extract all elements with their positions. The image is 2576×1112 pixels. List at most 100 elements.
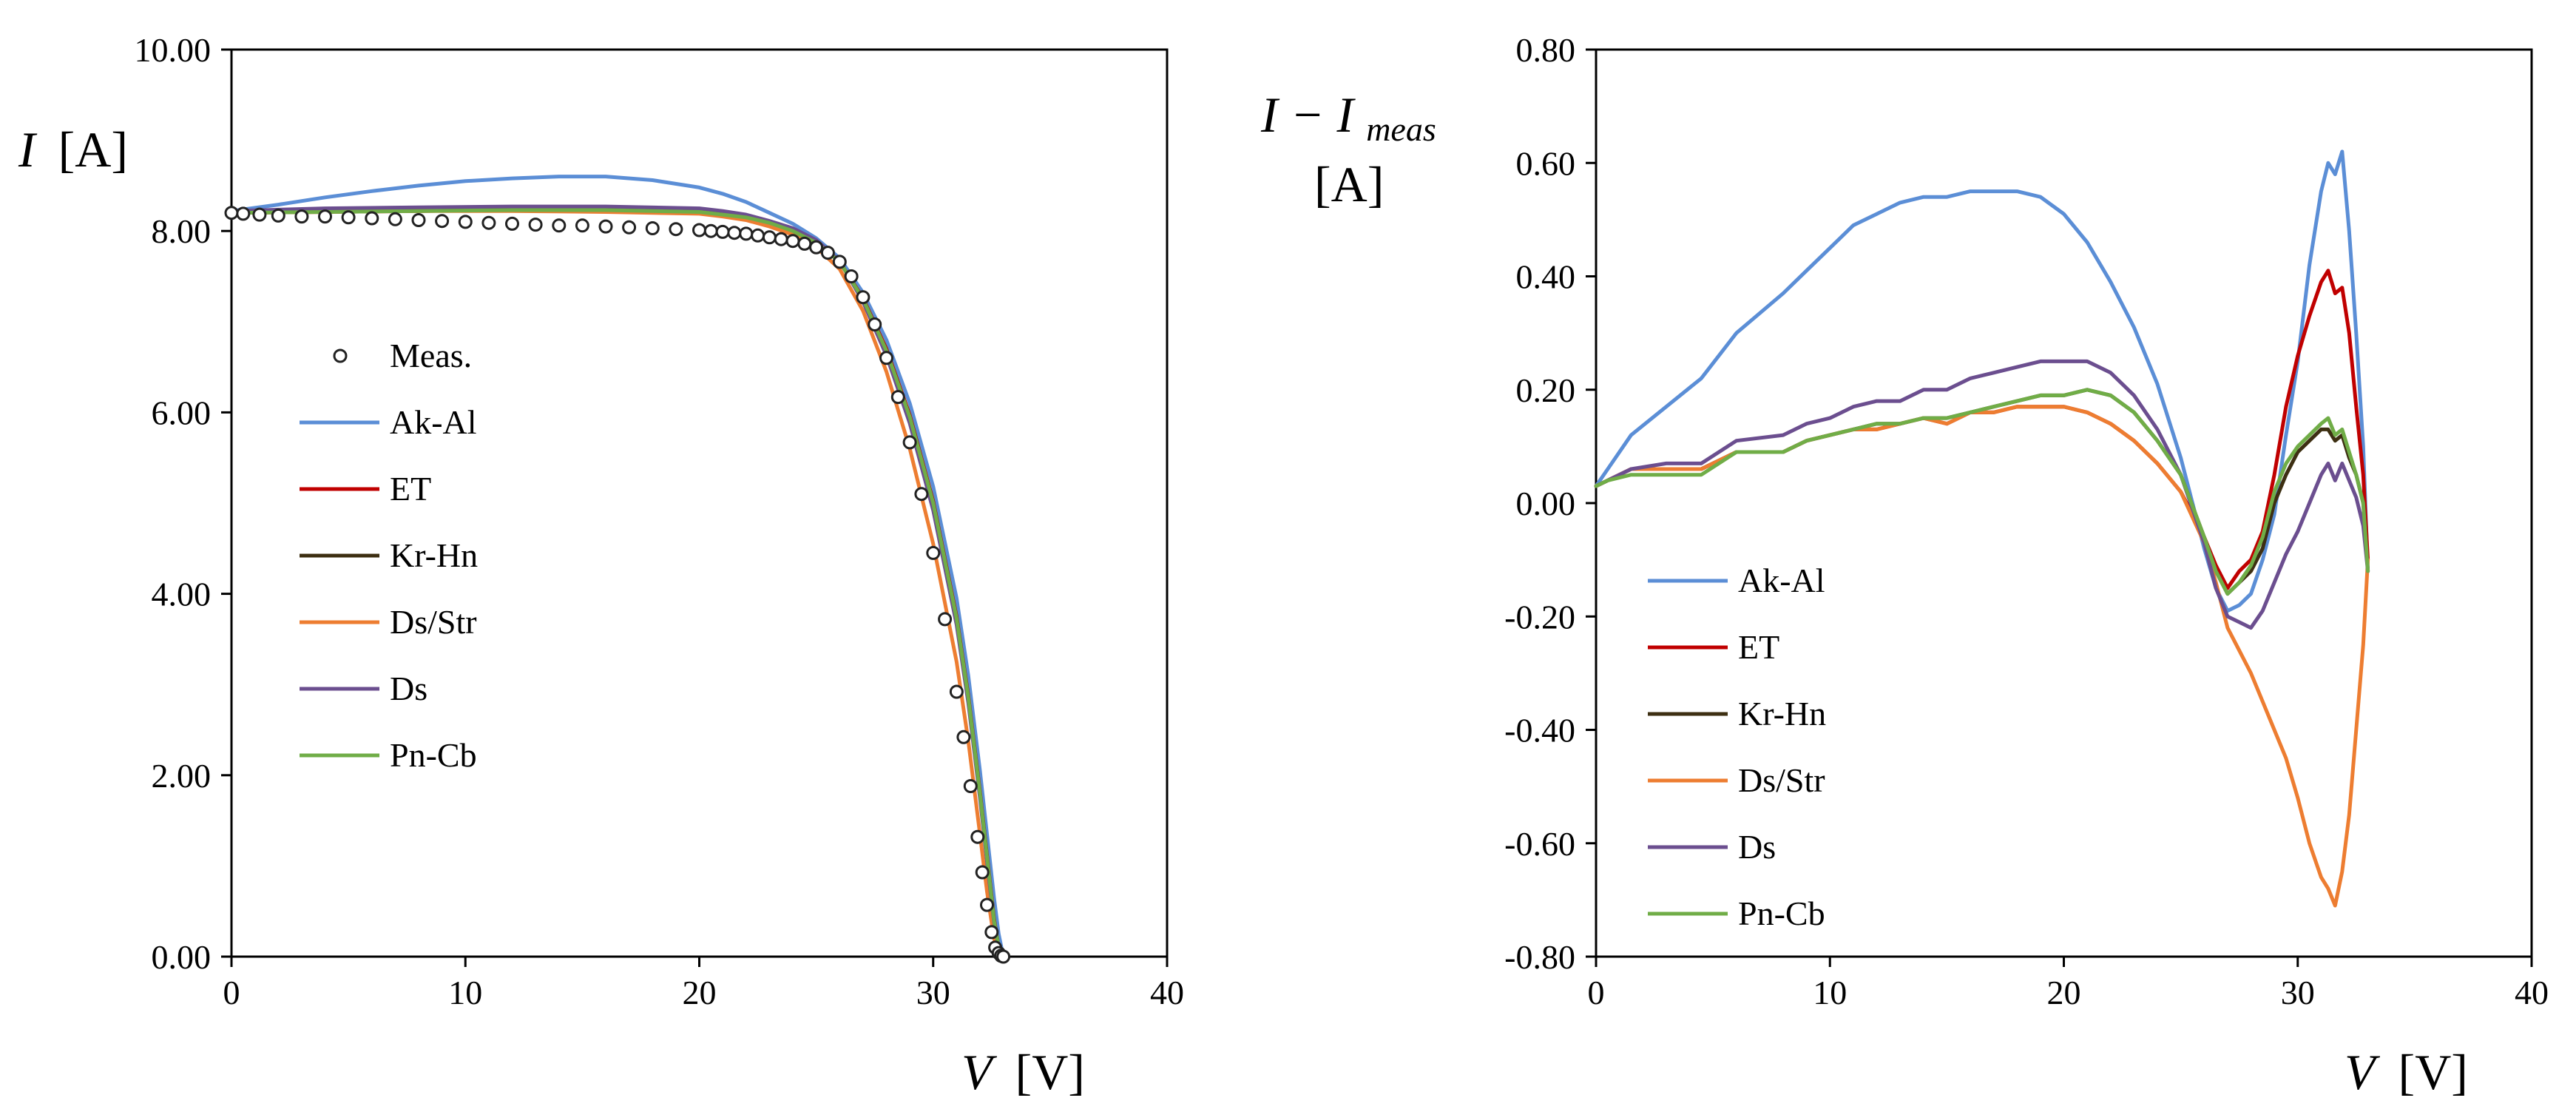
iv-measured-point (980, 897, 994, 912)
iv-legend-label-ds-str: Ds/Str (390, 603, 477, 641)
err-series-lines (1594, 149, 2370, 908)
iv-legend-label-pn-cb: Pn-Cb (390, 736, 477, 774)
iv-measured-point (956, 729, 971, 744)
iv-measured-point (832, 255, 847, 269)
err-legend-label-kr-hn: Kr-Hn (1738, 695, 1826, 732)
iv-measured-point (926, 545, 941, 560)
iv-series-line-ak-al (229, 175, 1006, 959)
iv-legend-label-ak-al: Ak-Al (390, 403, 477, 441)
iv-measured-point (236, 206, 251, 221)
iv-measured-point (914, 487, 929, 502)
err-plot-frame (1595, 48, 2533, 958)
iv-y-tick-label: 10.00 (135, 31, 212, 69)
err-y-tick-label: -0.20 (1504, 598, 1575, 636)
iv-series-line-ds (229, 204, 1006, 959)
iv-legend-item-kr-hn: Kr-Hn (300, 536, 478, 574)
iv-measured-point (388, 212, 402, 226)
iv-measured-point (751, 228, 765, 243)
err-y-axis-title: I − I meas (1260, 87, 1436, 148)
iv-measured-point (868, 317, 882, 331)
err-y-axis-sub: meas (1366, 110, 1436, 148)
err-legend-label-et: ET (1738, 628, 1779, 666)
iv-legend-item-meas: Meas. (333, 337, 472, 374)
iv-measured-point (598, 219, 613, 234)
iv-y-axis-unit: [A] (58, 121, 128, 178)
iv-legend-item-ds-str: Ds/Str (300, 603, 477, 641)
err-x-tick-label: 10 (1813, 974, 1847, 1011)
iv-measured-point (505, 216, 519, 231)
iv-series-lines (229, 175, 1006, 959)
iv-legend-marker-meas (333, 348, 348, 363)
iv-measured-point (844, 269, 859, 283)
err-series-line-pn-cb (1594, 388, 2370, 596)
err-legend-item-et: ET (1648, 628, 1779, 666)
iv-legend-item-pn-cb: Pn-Cb (300, 736, 477, 774)
iv-y-axis-var: I (18, 121, 38, 178)
iv-x-tick-label: 40 (1150, 974, 1184, 1011)
err-legend-item-ds-str: Ds/Str (1648, 761, 1825, 799)
iv-measured-point (820, 246, 835, 260)
iv-measured-point (715, 224, 730, 239)
err-x-axis-unit: [V] (2398, 1044, 2468, 1100)
iv-measured-point (949, 684, 964, 699)
iv-measured-point (727, 226, 742, 240)
iv-series-line-pn-cb (229, 208, 1006, 959)
iv-legend: Meas. Ak-Al ET Kr-Hn Ds/Str Ds Pn-Cb (300, 337, 478, 774)
iv-legend-item-et: ET (300, 470, 431, 508)
err-series-line-ak-al (1594, 149, 2370, 613)
iv-legend-label-kr-hn: Kr-Hn (390, 536, 478, 574)
iv-y-tick-label: 6.00 (152, 394, 212, 431)
err-y-tick-label: 0.00 (1516, 485, 1576, 522)
err-y-tick-label: -0.80 (1504, 938, 1575, 976)
iv-legend-item-ak-al: Ak-Al (300, 403, 477, 441)
iv-measured-point (224, 206, 239, 220)
iv-measured-point (809, 240, 824, 255)
err-legend-label-ds-str: Ds/Str (1738, 761, 1825, 799)
err-legend-item-pn-cb: Pn-Cb (1648, 894, 1825, 932)
iv-y-axis: 0.00 2.00 4.00 6.00 8.00 10.00 (135, 31, 231, 976)
err-x-tick-label: 30 (2281, 974, 2315, 1011)
iv-series-line-ds-str (229, 209, 1006, 959)
iv-measured-point (975, 865, 990, 880)
iv-measured-point (481, 215, 496, 230)
iv-measured-point (692, 223, 706, 237)
iv-measured-point (703, 223, 718, 238)
iv-measured-point (645, 221, 660, 235)
iv-legend-label-et: ET (390, 470, 431, 508)
iv-measured-point (252, 207, 267, 222)
err-legend-label-ds: Ds (1738, 828, 1776, 866)
iv-measured-point (341, 210, 356, 225)
iv-measured-point (435, 214, 450, 229)
iv-measured-point (902, 435, 917, 450)
err-legend: Ak-Al ET Kr-Hn Ds/Str Ds Pn-Cb (1648, 562, 1826, 932)
iv-measured-point (762, 230, 777, 245)
iv-y-tick-label: 0.00 (152, 938, 212, 976)
iv-series-line-kr-hn (229, 206, 1006, 959)
err-y-tick-label: 0.80 (1516, 31, 1576, 69)
iv-x-axis-title: V [V] (961, 1044, 1085, 1100)
iv-measured-point (938, 612, 953, 627)
iv-measured-point (575, 218, 589, 233)
iv-legend-label-ds: Ds (390, 670, 427, 707)
err-x-tick-label: 20 (2047, 974, 2081, 1011)
iv-measured-point (774, 232, 788, 246)
err-y-tick-label: 0.20 (1516, 371, 1576, 409)
iv-x-axis-unit: [V] (1015, 1044, 1085, 1100)
iv-measured-point (411, 213, 426, 227)
iv-x-tick-label: 10 (448, 974, 482, 1011)
iv-measured-point (739, 226, 754, 241)
err-y-tick-label: -0.40 (1504, 712, 1575, 749)
err-x-axis-var: V (2345, 1044, 2381, 1100)
iv-measured-point (963, 779, 978, 793)
err-y-tick-label: 0.60 (1516, 144, 1576, 182)
error-chart: -0.80 -0.60 -0.40 -0.20 0.00 0.20 0.40 0.60 0.80… (1260, 31, 2549, 1100)
err-legend-label-ak-al: Ak-Al (1738, 562, 1825, 599)
err-x-axis: 0 10 20 30 40 (1588, 957, 2549, 1011)
iv-x-tick-label: 20 (683, 974, 717, 1011)
iv-legend-label-meas: Meas. (390, 337, 472, 374)
iv-measured-point (785, 234, 800, 249)
iv-x-axis-var: V (961, 1044, 998, 1100)
err-series-line-ds-str (1594, 405, 2370, 908)
iv-measured-point (996, 949, 1011, 964)
